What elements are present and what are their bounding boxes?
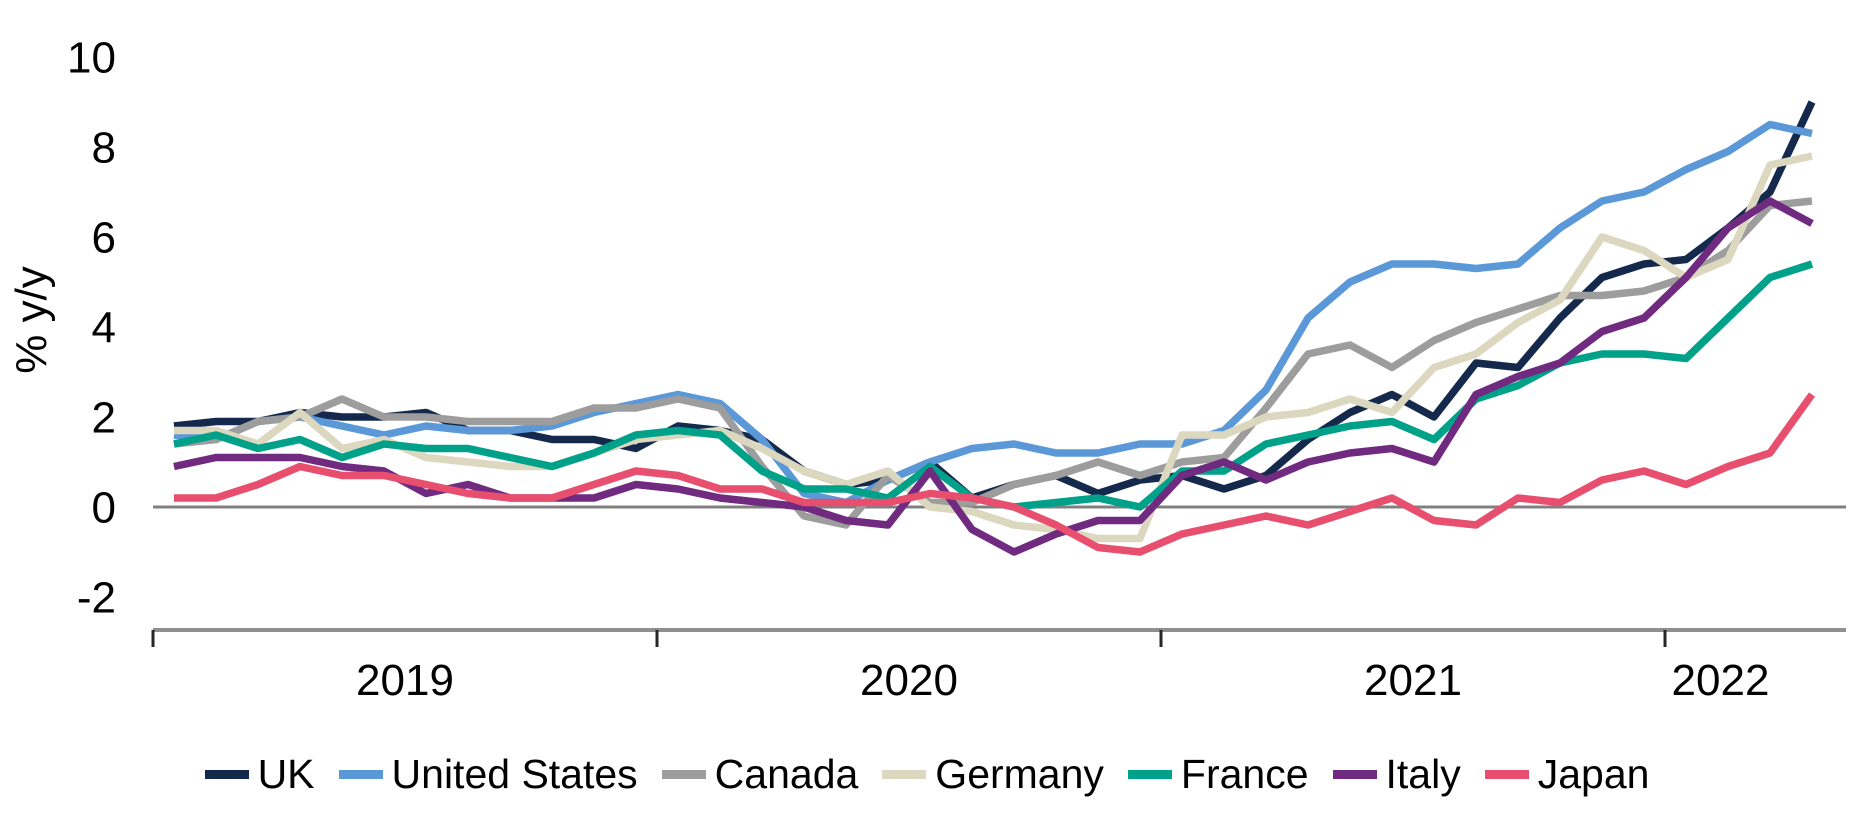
legend-label-italy: Italy [1385,750,1461,797]
x-tick-label-2021: 2021 [1364,656,1462,705]
series-line-france [173,260,1814,511]
chart-legend: UK United States Canada Germany France Italy J… [0,744,1854,804]
legend-swatch-canada [661,769,706,779]
y-tick-label-4: 4 [92,303,116,352]
legend-label-uk: UK [257,750,315,797]
x-tick-label-2022: 2022 [1672,656,1770,705]
y-tick-label-0: 0 [92,483,116,532]
legend-item-germany: Germany [882,750,1104,797]
legend-swatch-france [1127,769,1172,779]
legend-label-japan: Japan [1537,750,1650,797]
legend-label-germany: Germany [935,750,1104,797]
y-tick-label-6: 6 [92,213,116,262]
y-tick-label-2: 2 [92,393,116,442]
series-line-uk [173,100,1816,502]
chart-svg: % y/y 10 8 6 4 2 0 -2 2019 2020 2021 2022 [7,33,1846,705]
legend-label-united-states: United States [391,750,638,797]
legend-item-united-states: United States [338,750,638,797]
x-tick-label-2020: 2020 [860,656,958,705]
legend-item-uk: UK [204,750,315,797]
legend-swatch-germany [882,769,927,779]
legend-swatch-italy [1332,769,1377,779]
legend-label-france: France [1180,750,1309,797]
y-axis-title: % y/y [7,266,56,374]
series-line-united-states [173,120,1813,507]
series-line-canada [173,197,1813,529]
legend-label-canada: Canada [714,750,859,797]
y-tick-label-8: 8 [92,123,116,172]
legend-item-japan: Japan [1484,750,1650,797]
legend-swatch-uk [204,769,249,779]
series-line-japan [174,392,1816,556]
legend-swatch-japan [1484,769,1529,779]
series-line-germany [174,152,1813,543]
y-tick-label-10: 10 [67,33,116,82]
legend-item-canada: Canada [661,750,859,797]
legend-item-italy: Italy [1332,750,1461,797]
y-tick-label--2: -2 [77,573,116,622]
legend-item-france: France [1127,750,1309,797]
x-tick-label-2019: 2019 [356,656,454,705]
legend-swatch-united-states [338,769,383,779]
